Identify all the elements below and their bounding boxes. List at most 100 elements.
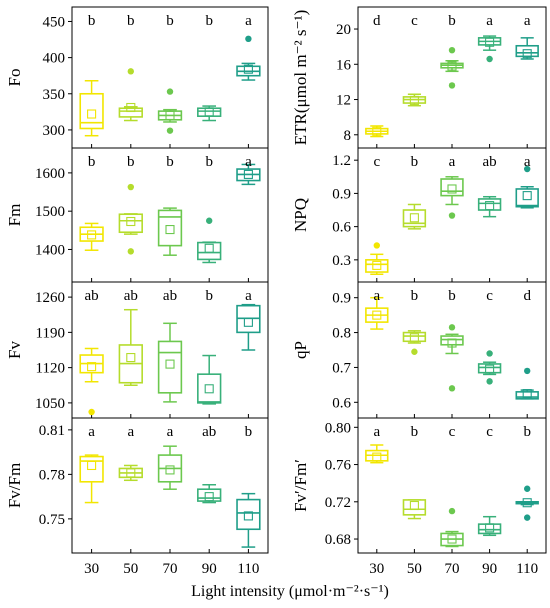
significance-letter: b (166, 13, 174, 29)
mean-marker (522, 191, 532, 201)
significance-letter: b (245, 424, 253, 440)
mean-marker (485, 523, 495, 533)
box-fv-30: ab (79, 288, 104, 418)
panel-fvfm: 0.75 0.78 0.81 Fv/Fm a a a ab b (5, 417, 269, 554)
mean-marker (447, 534, 457, 544)
box-fvfm-110: b (236, 424, 261, 553)
outlier-point (127, 248, 134, 255)
outlier-point (166, 127, 174, 134)
box-fm-50: b (118, 154, 143, 282)
panel-fm: 1400 1500 1600 Fm b b b b a (5, 147, 269, 283)
panel-fvfmp: 0.68 0.72 0.76 0.80 Fv′/Fm′ a b c c b (291, 417, 547, 554)
outlier-point (524, 165, 531, 173)
outlier-point (88, 408, 95, 416)
panel-qp: 0.6 0.7 0.8 0.9 qP a b b c d (291, 281, 547, 419)
y-tick-label: 1050 (35, 396, 65, 412)
outlier-point (127, 68, 134, 75)
y-tick-label: 0.75 (39, 512, 65, 528)
outlier-point (448, 507, 456, 515)
box-body (157, 340, 183, 394)
significance-letter: b (88, 13, 96, 29)
x-tick-labels-right: 30 50 70 90 110 (369, 561, 538, 577)
mean-marker (409, 500, 419, 511)
y-tick-label: 350 (43, 87, 66, 103)
x-axis-label: Light intensity (μmol·m⁻²·s⁻¹) (191, 583, 389, 600)
mean-marker (447, 184, 457, 194)
outlier-point (524, 485, 531, 492)
significance-letter: b (88, 154, 96, 170)
box-qp-90: c (477, 288, 502, 418)
box-fvfm-50: a (118, 424, 143, 553)
x-tick-label: 110 (237, 561, 259, 577)
y-tick-label: 1260 (35, 290, 65, 306)
box-body (197, 241, 222, 261)
significance-letter: a (449, 154, 456, 170)
outlier-point (486, 350, 493, 357)
mean-marker (409, 213, 419, 223)
box-body (402, 499, 427, 516)
box-body (477, 198, 502, 211)
panel-npq: 0.3 0.6 0.9 1.2 NPQ c b a ab a (291, 147, 547, 283)
box-npq-70: a (440, 154, 464, 282)
significance-letter: a (127, 424, 134, 440)
significance-letter: ab (202, 424, 216, 440)
y-axis-label: NPQ (291, 198, 310, 232)
outlier-point (166, 88, 174, 95)
mean-marker (485, 201, 495, 211)
y-axis-label: ETR(μmol m⁻² s⁻¹) (291, 10, 310, 145)
box-fvfmp-90: c (477, 424, 502, 553)
y-tick-label: 0.76 (325, 458, 352, 474)
y-tick-label: 8 (344, 128, 352, 144)
significance-letter: b (411, 288, 419, 304)
box-body (197, 107, 222, 117)
box-body (79, 92, 104, 130)
y-tick-label: 450 (43, 14, 66, 30)
significance-letter: b (448, 13, 456, 29)
outlier-point (524, 514, 531, 521)
box-body (515, 44, 539, 58)
mean-marker (87, 460, 97, 471)
mean-marker (243, 64, 253, 74)
panel-fv: 1050 1120 1190 1260 Fv ab ab ab b a (5, 281, 269, 419)
y-tick-label: 0.9 (332, 291, 351, 307)
y-axis-label: Fm (5, 204, 24, 227)
significance-letter: b (127, 13, 135, 29)
significance-letter: c (486, 288, 493, 304)
box-npq-110: a (515, 154, 539, 282)
significance-letter: a (486, 13, 493, 29)
significance-letter: c (449, 424, 456, 440)
outlier-point (448, 324, 456, 331)
y-tick-label: 1500 (35, 204, 65, 220)
outlier-point (127, 183, 134, 191)
box-body (118, 107, 143, 118)
mean-marker (243, 511, 253, 521)
y-tick-label: 0.80 (325, 420, 351, 436)
mean-marker (204, 107, 214, 117)
box-fv-70: ab (157, 288, 183, 418)
box-fvfm-70: a (157, 424, 183, 553)
box-npq-90: ab (477, 154, 502, 282)
box-npq-30: c (365, 154, 389, 282)
box-fm-70: b (157, 154, 183, 282)
outlier-point (448, 212, 456, 219)
mean-marker (485, 364, 495, 374)
significance-letter: b (205, 13, 213, 29)
significance-letter: a (167, 424, 174, 440)
x-tick-label: 50 (123, 561, 138, 577)
mean-marker (372, 310, 382, 320)
box-body (157, 209, 183, 247)
significance-letter: b (166, 154, 174, 170)
mean-marker (447, 338, 457, 348)
box-npq-50: b (402, 154, 427, 282)
outlier-point (448, 46, 456, 54)
box-fo-110: a (236, 13, 261, 148)
box-fvfm-90: ab (197, 424, 222, 553)
box-fo-30: b (79, 13, 104, 148)
y-tick-label: 1400 (35, 242, 65, 258)
y-tick-label: 0.72 (325, 495, 351, 511)
significance-letter: a (524, 13, 531, 29)
mean-marker (485, 37, 495, 47)
y-tick-label: 1120 (36, 361, 65, 377)
significance-letter: b (127, 154, 135, 170)
significance-letter: b (205, 288, 213, 304)
